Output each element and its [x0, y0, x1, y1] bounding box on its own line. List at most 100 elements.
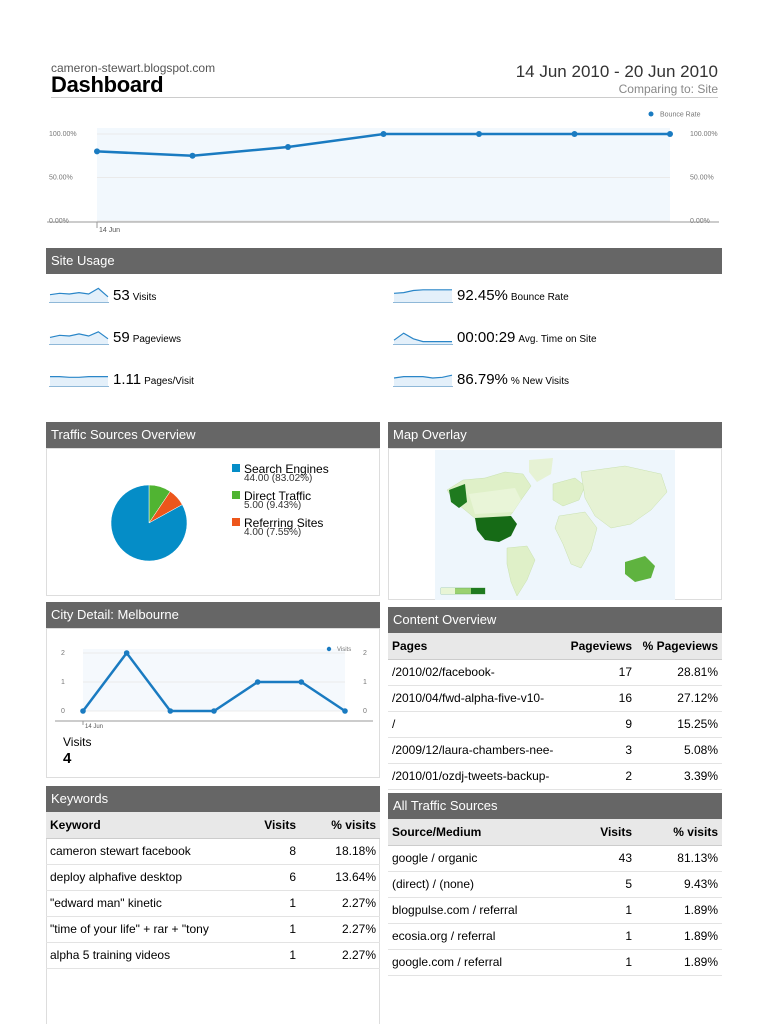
content-row[interactable]: /2009/12/laura-chambers-nee- 3 5.08%: [388, 737, 722, 764]
map-overlay-panel: [388, 448, 722, 600]
legend-swatch-search: [232, 464, 240, 472]
city-detail-panel: 2 1 0 2 1 0 14 Jun Visits Visits 4: [46, 628, 380, 778]
keyword-row[interactable]: "time of your life" + rar + "tony 1 2.27%: [46, 916, 380, 943]
traffic-row[interactable]: google / organic 43 81.13%: [388, 845, 722, 872]
sparkline-area: [50, 376, 108, 386]
keyword-row[interactable]: alpha 5 training videos 1 2.27%: [46, 942, 380, 969]
traffic-sources-title[interactable]: Traffic Sources Overview: [51, 427, 196, 442]
content-row-cell-0[interactable]: /2010/04/fwd-alpha-five-v10-: [388, 685, 564, 712]
traffic-row[interactable]: ecosia.org / referral 1 1.89%: [388, 923, 722, 950]
content-row-cell-0[interactable]: /2010/01/ozdj-tweets-backup-: [388, 763, 564, 790]
keyword-row-cell-1: 6: [246, 864, 300, 891]
keyword-row-cell-0[interactable]: "edward man" kinetic: [46, 890, 246, 917]
keyword-row-cell-2: 13.64%: [300, 864, 380, 891]
usage-avg-time[interactable]: 00:00:29 Avg. Time on Site: [457, 329, 717, 349]
world-map[interactable]: [435, 450, 675, 600]
legend-direct-name: Direct Traffic: [244, 489, 312, 503]
col-pct-visits[interactable]: % visits: [300, 812, 380, 839]
traffic-row-cell-0[interactable]: ecosia.org / referral: [388, 923, 588, 950]
keyword-row-cell-0[interactable]: cameron stewart facebook: [46, 838, 246, 865]
keyword-row-cell-0[interactable]: "time of your life" + rar + "tony: [46, 916, 246, 943]
legend-search-name: Search Engines: [244, 462, 329, 476]
content-row-cell-0[interactable]: /2010/02/facebook-: [388, 659, 564, 686]
city-chart-y-tick-left: 2: [61, 650, 65, 657]
traffic-row[interactable]: blogpulse.com / referral 1 1.89%: [388, 897, 722, 924]
sparkline-pageviews: [49, 331, 109, 345]
content-row-cell-1: 17: [564, 659, 636, 686]
content-row[interactable]: /2010/02/facebook- 17 28.81%: [388, 659, 722, 686]
col-traffic-pct[interactable]: % visits: [636, 819, 722, 846]
col-pageviews[interactable]: Pageviews: [564, 633, 636, 660]
city-chart-point: [211, 708, 217, 714]
traffic-row-cell-1: 1: [588, 923, 636, 950]
col-keyword[interactable]: Keyword: [46, 812, 246, 839]
traffic-row[interactable]: (direct) / (none) 5 9.43%: [388, 871, 722, 898]
sparkline-visits: [49, 287, 109, 303]
traffic-sources-header: Traffic Sources Overview: [46, 422, 380, 448]
city-chart-point: [167, 708, 174, 714]
content-row-cell-0[interactable]: /2009/12/laura-chambers-nee-: [388, 737, 564, 764]
city-total-label: Visits: [63, 735, 92, 749]
site-usage-title: Site Usage: [51, 253, 115, 268]
keywords-header: Keywords: [46, 786, 380, 812]
city-chart-y-tick-right: 0: [363, 708, 367, 715]
col-pages[interactable]: Pages: [388, 633, 564, 660]
legend-search-engines: Search Engines 44.00 (83.02%): [232, 462, 372, 486]
map-legend-high: [471, 588, 485, 594]
content-row[interactable]: /9 15.25%: [388, 711, 722, 738]
main-chart-plot-area: [97, 128, 670, 221]
traffic-row-cell-0[interactable]: google / organic: [388, 845, 588, 872]
usage-pageviews[interactable]: 59 Pageviews: [113, 329, 363, 349]
content-row-cell-2: 3.39%: [636, 763, 722, 790]
traffic-row-cell-0[interactable]: google.com / referral: [388, 949, 588, 976]
city-chart-y-tick-right: 2: [363, 650, 367, 657]
usage-bounce-rate[interactable]: 92.45% Bounce Rate: [457, 287, 717, 307]
content-row-cell-0[interactable]: /: [388, 711, 564, 738]
date-range[interactable]: 14 Jun 2010 - 20 Jun 2010: [515, 62, 718, 81]
city-chart-y-tick-right: 1: [363, 679, 367, 686]
keyword-row[interactable]: "edward man" kinetic 1 2.27%: [46, 890, 380, 917]
traffic-row[interactable]: google.com / referral 1 1.89%: [388, 949, 722, 976]
traffic-row-cell-0[interactable]: blogpulse.com / referral: [388, 897, 588, 924]
all-traffic-title[interactable]: All Traffic Sources: [393, 798, 498, 813]
keyword-row-cell-2: 2.27%: [300, 916, 380, 943]
traffic-row-cell-2: 1.89%: [636, 949, 722, 976]
content-overview-title[interactable]: Content Overview: [393, 612, 497, 627]
sparkline-line: [49, 331, 109, 340]
keywords-title[interactable]: Keywords: [51, 791, 109, 806]
legend-swatch-referring: [232, 518, 240, 526]
main-chart-y-tick-left: 100.00%: [49, 131, 77, 138]
main-chart-point: [476, 131, 482, 137]
city-chart-legend-marker: [326, 646, 332, 652]
keyword-row-cell-2: 18.18%: [300, 838, 380, 865]
legend-direct-traffic: Direct Traffic 5.00 (9.43%): [232, 489, 372, 513]
sparkline-area: [50, 331, 108, 344]
col-pct-pageviews[interactable]: % Pageviews: [636, 633, 722, 660]
usage-bounce-rate-value: 92.45%: [457, 287, 508, 304]
col-source-medium[interactable]: Source/Medium: [388, 819, 588, 846]
traffic-row-cell-0[interactable]: (direct) / (none): [388, 871, 588, 898]
keyword-row-cell-0[interactable]: deploy alphafive desktop: [46, 864, 246, 891]
keyword-row-cell-0[interactable]: alpha 5 training videos: [46, 942, 246, 969]
map-overlay-title[interactable]: Map Overlay: [393, 427, 467, 442]
keyword-row[interactable]: deploy alphafive desktop 6 13.64%: [46, 864, 380, 891]
col-traffic-visits[interactable]: Visits: [588, 819, 636, 846]
comparing-label: Comparing to: Site: [618, 82, 718, 96]
usage-new-visits[interactable]: 86.79%% New Visits: [457, 371, 717, 391]
city-chart-point: [80, 708, 86, 714]
keywords-header-row: Keyword Visits % visits: [46, 812, 380, 839]
sparkline-bounce-rate: [393, 289, 453, 303]
content-row[interactable]: /2010/01/ozdj-tweets-backup- 2 3.39%: [388, 763, 722, 790]
usage-visits-value: 53: [113, 287, 130, 304]
main-chart-point: [94, 148, 100, 155]
usage-pageviews-label: Pageviews: [132, 334, 182, 345]
keyword-row-cell-1: 8: [246, 838, 300, 865]
usage-visits[interactable]: 53 Visits: [113, 287, 363, 307]
city-detail-title[interactable]: City Detail: Melbourne: [51, 607, 179, 622]
col-visits[interactable]: Visits: [246, 812, 300, 839]
traffic-row-cell-1: 1: [588, 897, 636, 924]
usage-pages-visit[interactable]: 1.11 Pages/Visit: [113, 371, 363, 391]
keyword-row[interactable]: cameron stewart facebook 8 18.18%: [46, 838, 380, 865]
city-chart-y-tick-left: 1: [61, 679, 65, 686]
content-row[interactable]: /2010/04/fwd-alpha-five-v10- 16 27.12%: [388, 685, 722, 712]
